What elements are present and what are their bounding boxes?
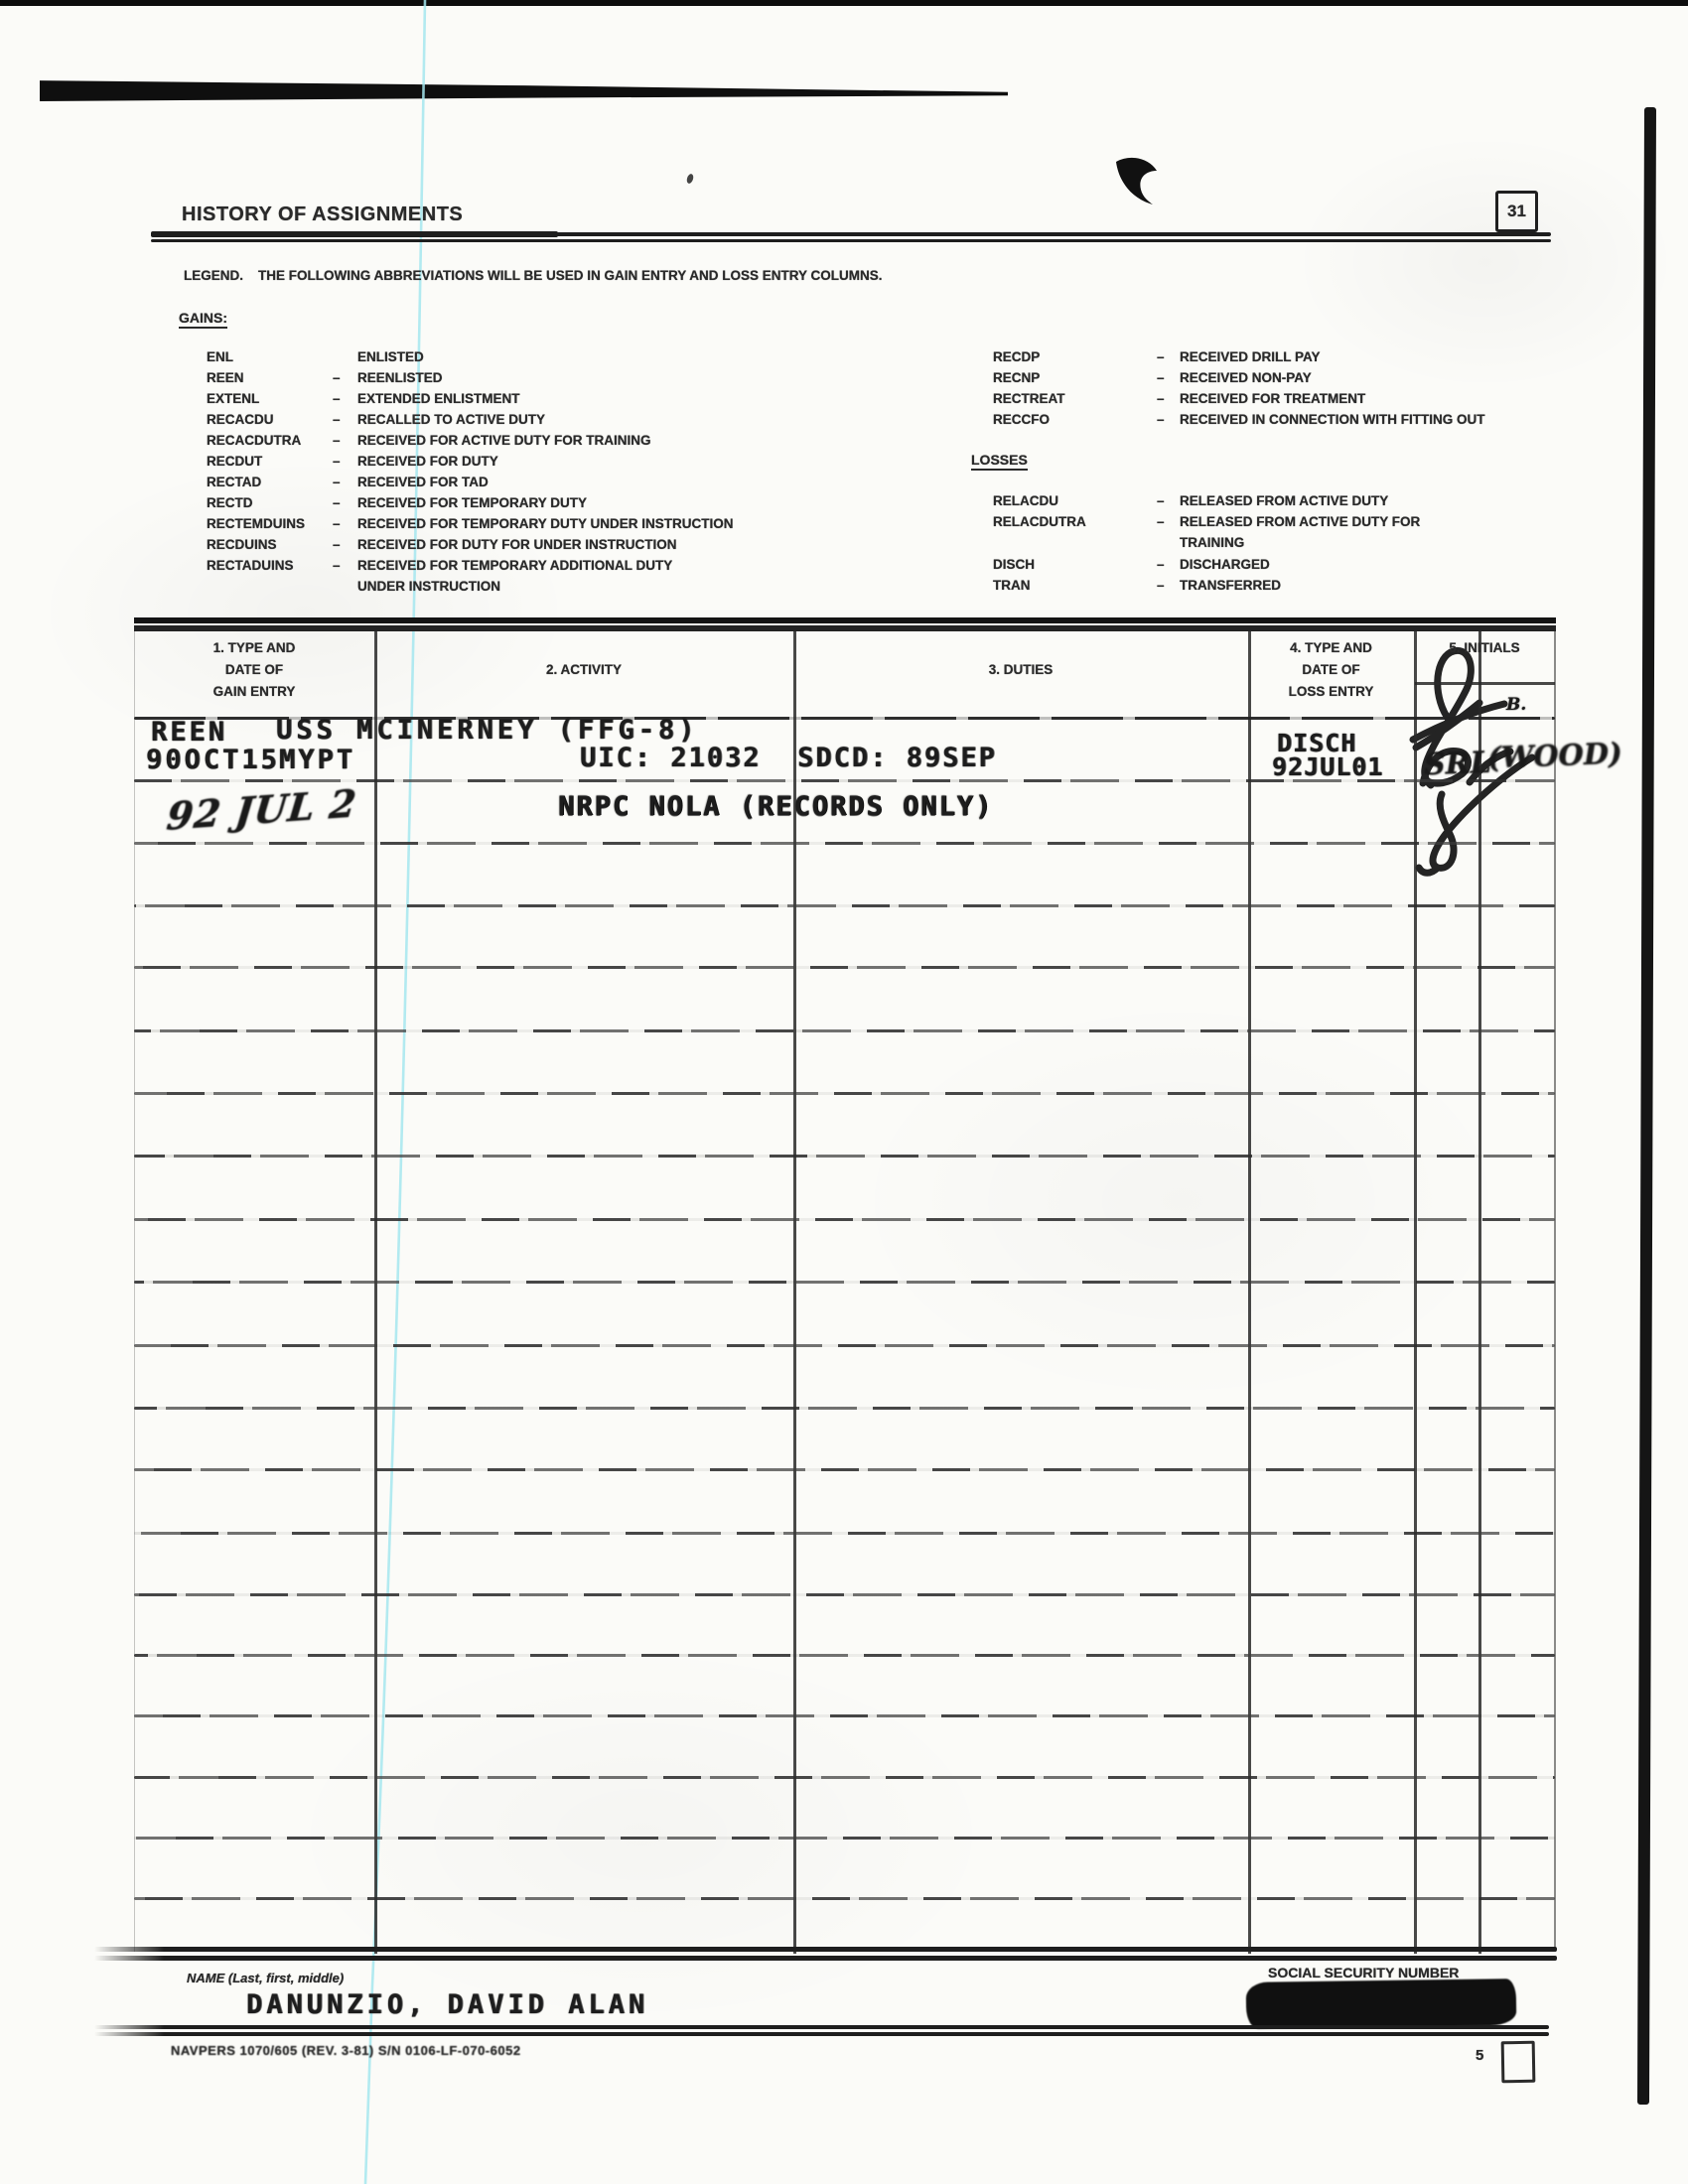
row-line [134, 1532, 1555, 1535]
row-line [134, 1837, 1555, 1840]
row-line [134, 904, 1555, 907]
row-line [134, 1897, 1555, 1900]
row-line [134, 1029, 1555, 1032]
legend-item: RECTADUINS – RECEIVED FOR TEMPORARY ADDITI… [207, 558, 673, 573]
title-rule-dark-segment [151, 231, 558, 237]
row-line [134, 1654, 1555, 1657]
col-divider-4 [1414, 631, 1417, 1954]
initials-handwritten-right: (WOOD) [1486, 736, 1623, 775]
row-line [134, 1714, 1555, 1717]
name-value: DANUNZIO, DAVID ALAN [246, 1989, 649, 2020]
legend-item: RECDUINS – RECEIVED FOR DUTY FOR UNDER INS… [207, 537, 677, 552]
losses-heading: LOSSES [971, 452, 1028, 471]
legend-item: RELACDU – RELEASED FROM ACTIVE DUTY [993, 493, 1389, 508]
table-right-edge [1554, 631, 1556, 1952]
page-number: 31 [1507, 202, 1526, 220]
legend-item: RECDUT – RECEIVED FOR DUTY [207, 454, 498, 469]
legend-item: RECTEMDUINS – RECEIVED FOR TEMPORARY DUTY … [207, 516, 734, 531]
col-header-initials: 5. INITIALS [1449, 640, 1520, 655]
row-line [134, 1593, 1555, 1596]
gains-heading: GAINS: [179, 310, 227, 329]
row-line [134, 1155, 1555, 1158]
row-line [134, 1776, 1555, 1779]
legend-item: RECTAD – RECEIVED FOR TAD [207, 475, 489, 489]
legend-item: RECTREAT – RECEIVED FOR TREATMENT [993, 391, 1366, 406]
entry-activity-line1: USS MCINERNEY (FFG-8) [276, 715, 699, 746]
scan-edge-bar-top [0, 0, 1688, 6]
entry-gain-date: 90OCT15 [146, 745, 280, 775]
table-bottom-line-2 [94, 1956, 1557, 1961]
legend-item-continuation: UNDER INSTRUCTION [357, 579, 500, 594]
col-header-gain-entry: 1. TYPE AND DATE OF GAIN ENTRY [212, 640, 296, 699]
legend-item: EXTENL – EXTENDED ENLISTMENT [207, 391, 520, 406]
header-bottom-line [134, 717, 1555, 720]
legend-item: TRAN – TRANSFERRED [993, 578, 1282, 593]
legend-item-continuation: TRAINING [1180, 535, 1245, 550]
col-divider-3 [1248, 631, 1251, 1954]
row-line [134, 1281, 1555, 1284]
records-only-note: NRPC NOLA (RECORDS ONLY) [558, 791, 994, 822]
form-number: NAVPERS 1070/605 (REV. 3-81) S/N 0106-LF… [171, 2043, 521, 2058]
initials-annotation: B. [1506, 695, 1527, 715]
col-divider-2 [793, 631, 796, 1954]
legend-item: REEN – REENLISTED [207, 370, 443, 385]
footer-bottom-line-1 [94, 2025, 1549, 2029]
entry-loss-date: 92JUL01 [1272, 752, 1384, 781]
legend-item: RECTD – RECEIVED FOR TEMPORARY DUTY [207, 495, 588, 510]
col5-inner-divider [1478, 631, 1481, 1954]
row-line [134, 966, 1555, 969]
ink-mark-hook [1116, 157, 1157, 205]
entry-loss-type: DISCH [1277, 729, 1357, 757]
footer-bottom-line-2 [94, 2032, 1549, 2036]
legend-item: RECDP – RECEIVED DRILL PAY [993, 349, 1321, 364]
legend-item: RELACDUTRA – RELEASED FROM ACTIVE DUTY FOR [993, 514, 1421, 529]
col-header-loss-entry: 4. TYPE AND DATE OF LOSS ENTRY [1288, 640, 1374, 699]
title-rule-1 [151, 232, 1551, 236]
title-rule-2 [151, 239, 1551, 242]
row-line [134, 1218, 1555, 1221]
col-header-activity: 2. ACTIVITY [545, 662, 622, 677]
footer-page-number: 5 [1476, 2047, 1484, 2064]
row-line [134, 1344, 1555, 1347]
entry-gain-type: REEN [151, 717, 228, 748]
footer-checkbox [1500, 2040, 1536, 2084]
ssn-redaction-box [1245, 1979, 1517, 2029]
row-line [134, 1407, 1555, 1410]
legend-item: DISCH – DISCHARGED [993, 557, 1270, 572]
entry-duties: UIC: 21032 SDCD: 89SEP [580, 743, 997, 773]
row-line [134, 1092, 1555, 1095]
col5-header-subline [1415, 682, 1555, 685]
handwritten-gain-entry: 92 JUL 2 [164, 780, 359, 839]
initials-handwritten-left: SRL [1423, 745, 1492, 783]
ssn-label: SOCIAL SECURITY NUMBER [1268, 1965, 1460, 1980]
row-line [134, 1468, 1555, 1471]
legend-item: RECNP – RECEIVED NON-PAY [993, 370, 1312, 385]
legend-item: RECACDUTRA – RECEIVED FOR ACTIVE DUTY FOR … [207, 433, 651, 448]
row-line [134, 779, 1555, 782]
legend-item: RECACDU – RECALLED TO ACTIVE DUTY [207, 412, 546, 427]
table-top-border [134, 617, 1556, 631]
page-number-box: 31 [1495, 191, 1538, 232]
legend-intro: LEGEND. THE FOLLOWING ABBREVIATIONS WILL… [184, 268, 883, 283]
legend-item: ENL ENLISTED [207, 349, 424, 364]
name-label: NAME (Last, first, middle) [187, 1971, 345, 1985]
legend-item: RECCFO – RECEIVED IN CONNECTION WITH FITTI… [993, 412, 1485, 427]
table-bottom-line-1 [94, 1947, 1557, 1952]
scan-bar-right-edge [1636, 106, 1656, 2106]
scan-streak-top-left [40, 80, 1008, 101]
table-left-edge [134, 631, 135, 1952]
col-header-duties: 3. DUTIES [988, 662, 1054, 677]
col-divider-1 [374, 631, 377, 1954]
entry-activity-line2: MYPT [279, 745, 356, 775]
ink-speck [686, 174, 694, 184]
row-line [134, 842, 1555, 845]
page-title: HISTORY OF ASSIGNMENTS [182, 204, 464, 225]
